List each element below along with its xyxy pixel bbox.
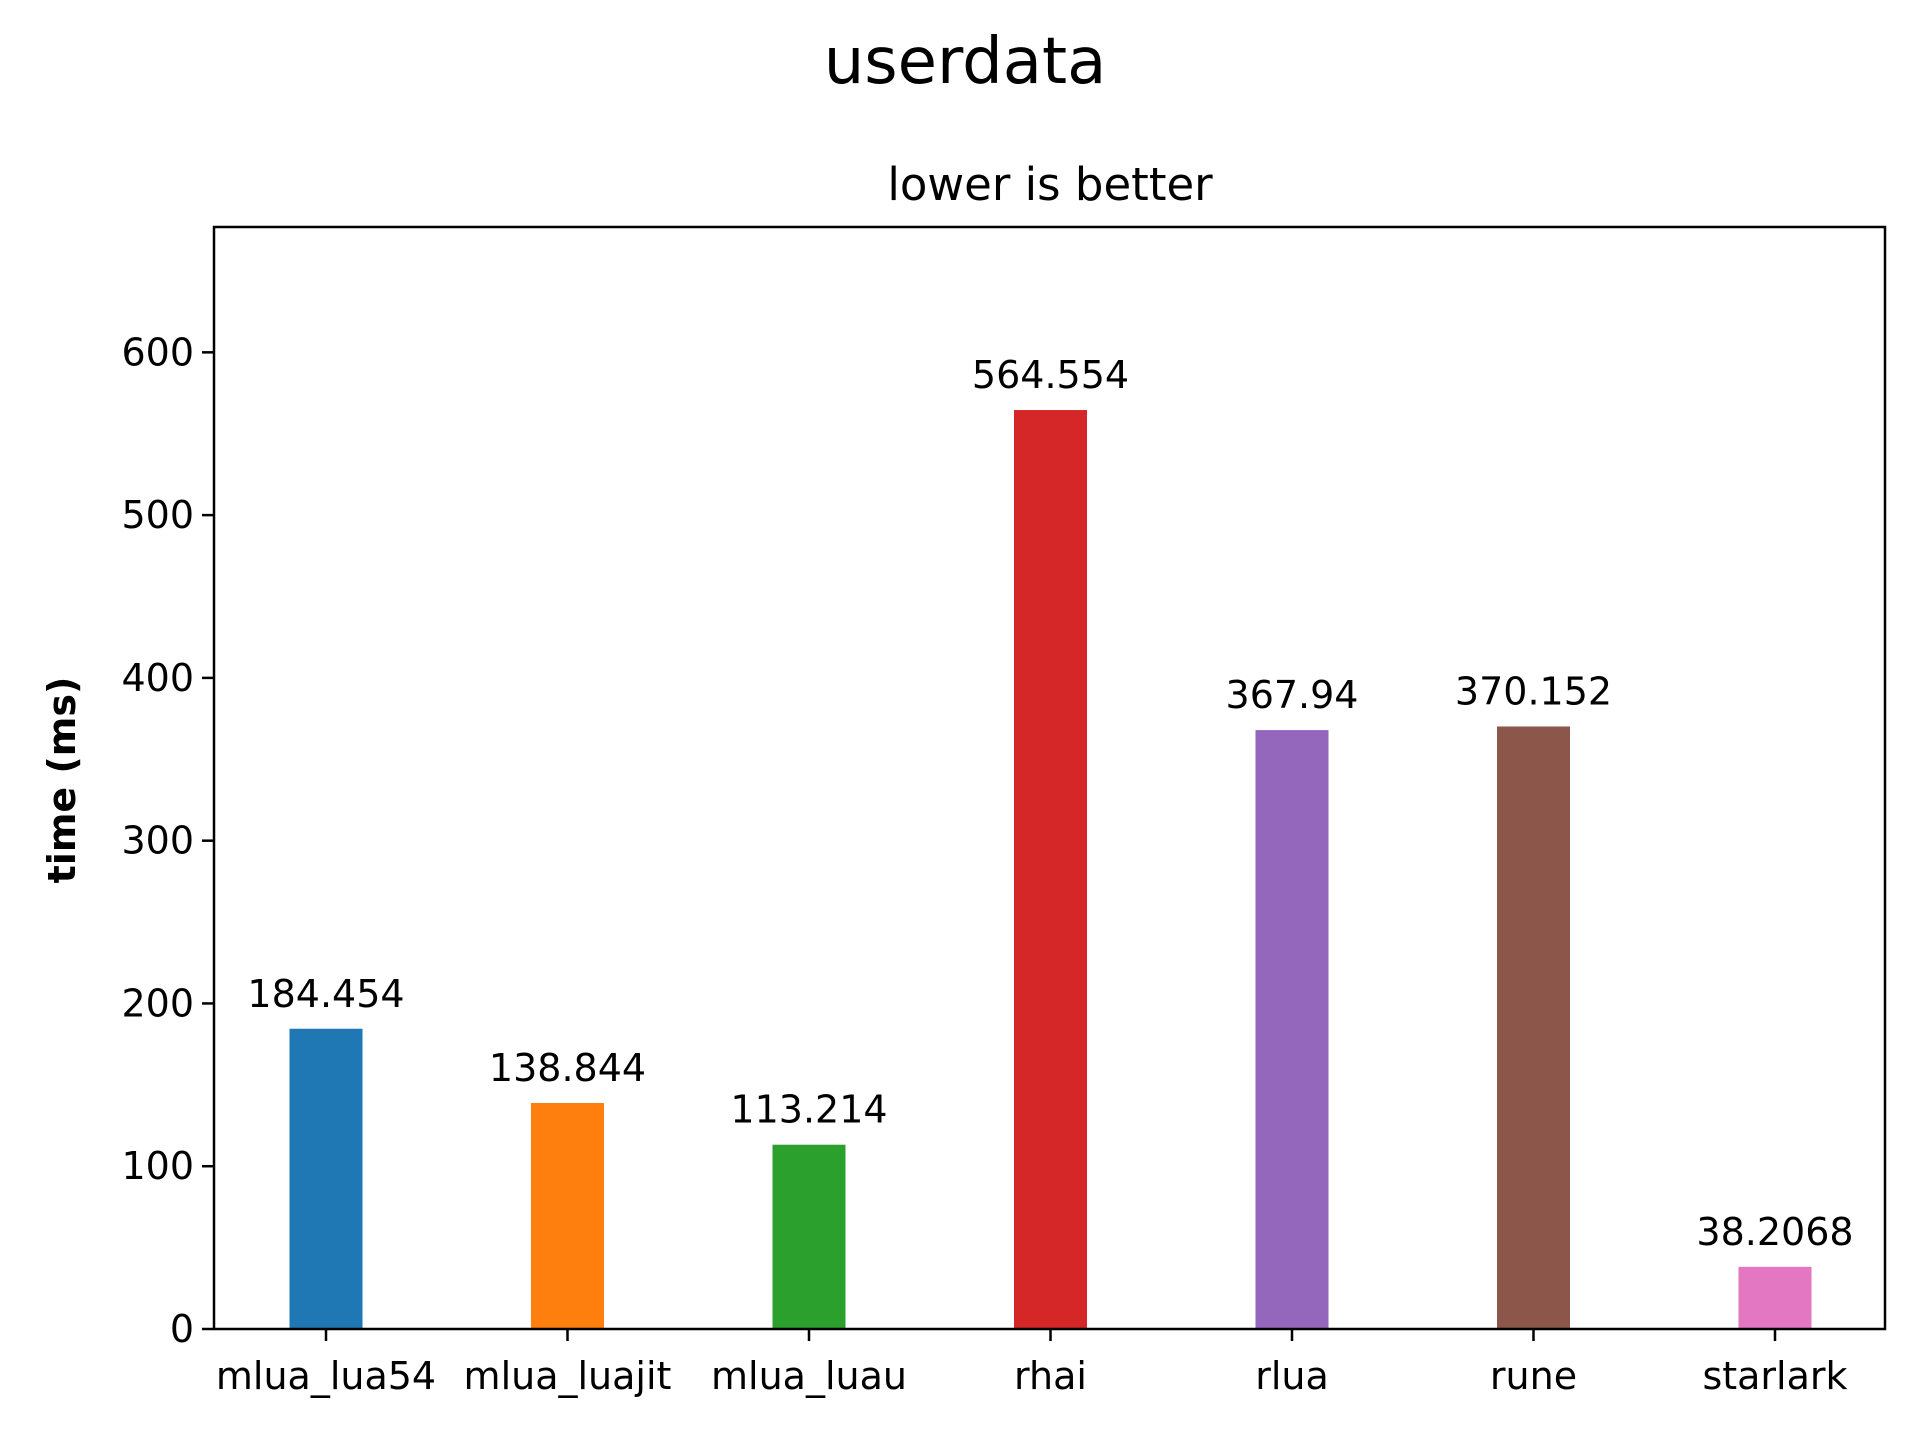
bar-value-label: 184.454 [247,972,404,1016]
bar-mlua-luajit [531,1102,604,1329]
bar-starlark [1738,1266,1812,1329]
x-tick-label: rlua [1255,1354,1329,1398]
y-tick-label: 200 [121,981,194,1025]
x-tick-label: rune [1490,1354,1577,1398]
y-axis-label: time (ms) [40,677,84,884]
bar-rune [1497,726,1570,1329]
x-tick-label: mlua_luajit [464,1354,672,1398]
x-tick-label: rhai [1014,1354,1087,1398]
x-tick-label: starlark [1702,1354,1847,1398]
bar-mlua-lua54 [289,1028,363,1329]
y-tick-label: 100 [121,1144,194,1188]
x-axis: mlua_lua54 mlua_luajit mlua_luau rhai rlua ru… [216,1329,1848,1398]
bar-value-label: 138.844 [489,1046,646,1090]
bar-value-label: 113.214 [730,1088,887,1132]
bar-rlua [1255,730,1329,1329]
x-tick-label: mlua_luau [711,1354,907,1398]
bar-value-label: 38.2068 [1696,1210,1853,1254]
bar-mlua-luau [772,1144,846,1329]
bar-rhai [1014,410,1087,1330]
y-tick-label: 300 [121,819,194,863]
plot-frame [212,225,1887,1331]
chart-title: userdata [824,25,1107,99]
chart-subtitle: lower is better [887,158,1213,211]
bar-value-label: 370.152 [1455,669,1612,713]
y-tick-label: 400 [121,656,194,700]
bar-value-label: 367.94 [1226,673,1359,717]
y-tick-label: 600 [121,330,194,374]
y-tick-label: 500 [121,493,194,537]
bars-group: 184.454 138.844 113.214 564.554 367.94 370.15… [247,353,1854,1330]
y-tick-label: 0 [170,1307,194,1351]
x-tick-label: mlua_lua54 [216,1354,436,1398]
y-axis: 0 100 200 300 400 500 600 [121,330,214,1351]
bar-value-label: 564.554 [972,353,1129,397]
